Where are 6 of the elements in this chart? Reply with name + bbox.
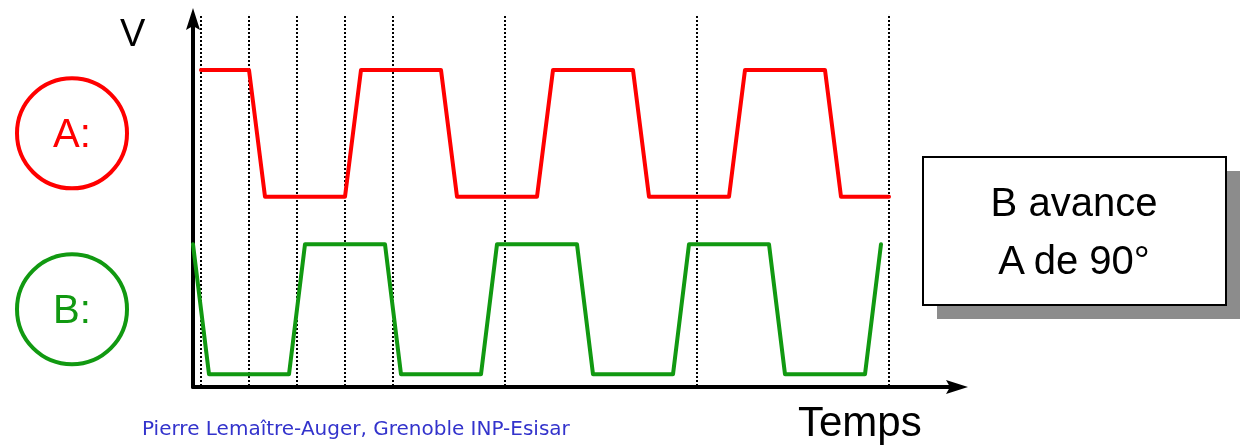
text: A:	[53, 111, 91, 156]
x-axis-title: Temps	[798, 397, 922, 445]
y-axis-title: V	[120, 12, 146, 54]
text: B avance A de 90°	[990, 180, 1158, 282]
text: B:	[53, 287, 91, 332]
text: Pierre Lemaître-Auger, Grenoble INP-Esisar	[142, 416, 571, 440]
